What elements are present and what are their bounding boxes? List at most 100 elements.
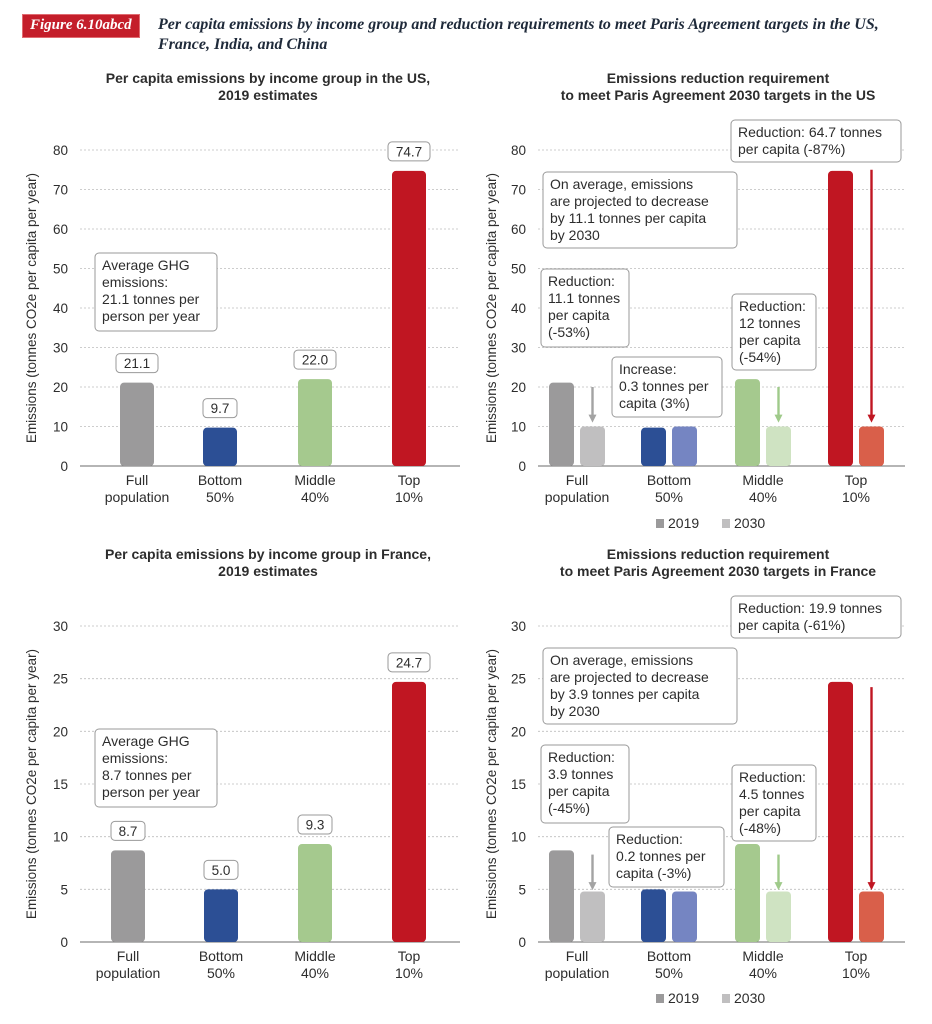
annotation-text: person per year: [102, 784, 200, 800]
y-tick-label: 30: [511, 341, 526, 356]
annotation-text: person per year: [102, 308, 200, 324]
chart-title-line: Emissions reduction requirement: [607, 70, 830, 86]
x-tick-label: 10%: [842, 489, 870, 505]
annotation-text: On average, emissions: [550, 176, 693, 192]
bar-2030: [859, 891, 884, 942]
y-tick-label: 60: [511, 222, 526, 237]
y-tick-label: 0: [60, 459, 68, 474]
chart-fr-income: Per capita emissions by income group in …: [24, 546, 460, 981]
bar-2030: [766, 891, 791, 942]
annotation-text: (-45%): [548, 800, 590, 816]
bar-2030: [672, 891, 697, 942]
y-tick-label: 20: [511, 380, 526, 395]
annotation-text: On average, emissions: [550, 652, 693, 668]
data-label-box: [115, 353, 159, 374]
annotation-text: capita (-3%): [616, 865, 691, 881]
x-tick-label: 50%: [207, 965, 235, 981]
annotation-text: per capita: [548, 783, 610, 799]
annotation-text: emissions:: [102, 750, 168, 766]
bar: [392, 681, 426, 942]
y-tick-label: 10: [53, 830, 68, 845]
bar-2019: [549, 850, 574, 942]
x-tick-label: Full: [126, 472, 149, 488]
y-tick-label: 10: [53, 420, 68, 435]
y-tick-label: 20: [511, 724, 526, 739]
annotation-text: Reduction: 64.7 tonnes: [738, 124, 882, 140]
legend-swatch: [722, 994, 730, 1003]
x-tick-label: Bottom: [647, 948, 691, 964]
annotation-box: [730, 595, 902, 639]
x-tick-label: population: [545, 489, 610, 505]
data-label-box: [387, 652, 431, 673]
chart-title-line: to meet Paris Agreement 2030 targets in …: [561, 87, 876, 103]
bar: [298, 379, 332, 466]
annotation-text: Reduction:: [739, 298, 806, 314]
y-tick-label: 80: [53, 143, 68, 158]
annotation-text: Average GHG: [102, 257, 190, 273]
annotation-text: by 11.1 tonnes per capita: [550, 210, 706, 226]
annotation-text: (-53%): [548, 324, 590, 340]
annotation-text: 3.9 tonnes: [548, 766, 613, 782]
bar-2019: [735, 844, 760, 942]
y-tick-label: 0: [518, 459, 526, 474]
annotation-text: 21.1 tonnes per: [102, 291, 200, 307]
annotation-text: per capita (-87%): [738, 141, 845, 157]
y-tick-label: 25: [53, 672, 68, 687]
annotation-text: 0.3 tonnes per: [619, 378, 709, 394]
data-label-box: [297, 814, 333, 835]
chart-title-line: Per capita emissions by income group in …: [105, 546, 431, 562]
annotation-text: Average GHG: [102, 733, 190, 749]
y-tick-label: 80: [511, 143, 526, 158]
data-label: 74.7: [396, 144, 422, 159]
x-tick-label: 10%: [395, 489, 423, 505]
annotation-box: [542, 647, 738, 725]
bar-2019: [828, 170, 853, 466]
x-tick-label: population: [96, 965, 161, 981]
x-tick-label: 50%: [206, 489, 234, 505]
annotation-text: Reduction: 19.9 tonnes: [738, 600, 882, 616]
annotation-box: [731, 764, 817, 842]
chart-title-line: Emissions reduction requirement: [607, 546, 830, 562]
x-tick-label: 40%: [749, 489, 777, 505]
chart-title-line: to meet Paris Agreement 2030 targets in …: [560, 563, 876, 579]
bar: [392, 170, 426, 466]
legend-swatch: [656, 519, 664, 528]
annotation-text: 4.5 tonnes: [739, 786, 804, 802]
annotation-text: per capita: [548, 307, 610, 323]
annotation-text: per capita (-61%): [738, 617, 845, 633]
y-tick-label: 30: [511, 619, 526, 634]
x-tick-label: 40%: [301, 965, 329, 981]
y-tick-label: 70: [511, 183, 526, 198]
x-tick-label: Top: [845, 472, 868, 488]
y-tick-label: 60: [53, 222, 68, 237]
data-label: 24.7: [396, 655, 422, 670]
x-tick-label: Middle: [742, 948, 783, 964]
y-tick-label: 20: [53, 724, 68, 739]
data-label: 9.7: [211, 401, 230, 416]
y-tick-label: 0: [518, 935, 526, 950]
x-tick-label: Middle: [742, 472, 783, 488]
bar-2030: [580, 891, 605, 942]
bar-2030: [766, 426, 791, 466]
annotation-text: (-54%): [739, 349, 781, 365]
y-tick-label: 40: [511, 301, 526, 316]
y-axis-label: Emissions (tonnes CO2e per capita per ye…: [484, 173, 499, 443]
data-label-box: [203, 859, 239, 880]
x-tick-label: Full: [566, 472, 589, 488]
bar: [204, 889, 238, 942]
x-tick-label: population: [105, 489, 170, 505]
annotation-text: by 2030: [550, 703, 600, 719]
data-label-box: [110, 820, 146, 841]
legend-swatch: [656, 994, 664, 1003]
x-tick-label: population: [545, 965, 610, 981]
figure-number-badge: Figure 6.10abcd: [22, 14, 140, 38]
y-axis-label: Emissions (tonnes CO2e per capita per ye…: [24, 173, 39, 443]
bar-2030: [672, 426, 697, 466]
x-tick-label: Top: [398, 472, 421, 488]
annotation-text: 8.7 tonnes per: [102, 767, 192, 783]
y-tick-label: 10: [511, 420, 526, 435]
data-label: 5.0: [212, 863, 231, 878]
annotation-text: Reduction:: [548, 749, 615, 765]
